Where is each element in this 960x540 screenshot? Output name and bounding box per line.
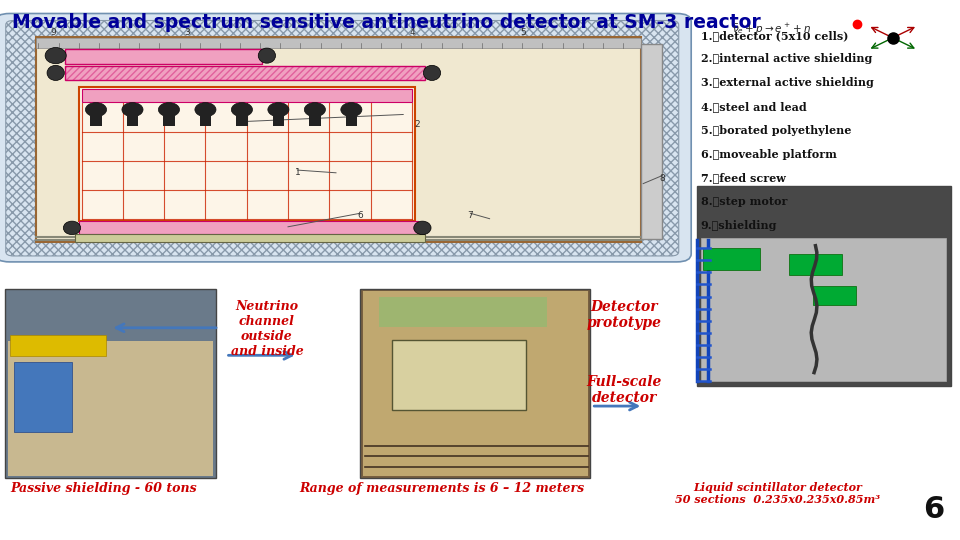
Text: 5: 5	[520, 28, 526, 37]
Ellipse shape	[414, 221, 431, 234]
Ellipse shape	[63, 221, 81, 234]
Text: Neutrino
channel
outside
and inside: Neutrino channel outside and inside	[230, 300, 303, 357]
FancyBboxPatch shape	[200, 110, 211, 126]
Text: Passive shielding - 60 tons: Passive shielding - 60 tons	[11, 482, 197, 495]
FancyBboxPatch shape	[346, 110, 357, 126]
FancyBboxPatch shape	[65, 66, 425, 80]
Ellipse shape	[258, 48, 276, 63]
Text: 2.	internal active shielding: 2. internal active shielding	[701, 53, 873, 64]
Text: 6: 6	[357, 212, 363, 220]
Ellipse shape	[423, 65, 441, 80]
FancyBboxPatch shape	[641, 44, 662, 239]
FancyBboxPatch shape	[8, 341, 213, 476]
FancyBboxPatch shape	[5, 289, 216, 478]
FancyBboxPatch shape	[236, 110, 248, 126]
Text: Detector
prototype: Detector prototype	[587, 300, 661, 330]
FancyBboxPatch shape	[789, 254, 842, 275]
Text: 5.	borated polyethylene: 5. borated polyethylene	[701, 125, 852, 136]
Ellipse shape	[158, 103, 180, 117]
FancyBboxPatch shape	[127, 110, 138, 126]
FancyBboxPatch shape	[697, 186, 951, 386]
Ellipse shape	[85, 103, 107, 117]
Text: 7: 7	[468, 212, 473, 220]
Text: 6.	moveable platform: 6. moveable platform	[701, 148, 837, 159]
FancyBboxPatch shape	[703, 248, 760, 270]
Text: 3: 3	[184, 28, 190, 37]
Text: 8.	step motor: 8. step motor	[701, 196, 787, 207]
FancyBboxPatch shape	[392, 340, 526, 410]
Text: Range of measurements is 6 – 12 meters: Range of measurements is 6 – 12 meters	[299, 482, 585, 495]
FancyBboxPatch shape	[163, 110, 175, 126]
Ellipse shape	[304, 103, 325, 117]
Text: 9.	shielding: 9. shielding	[701, 220, 778, 231]
Text: 7.	feed screw: 7. feed screw	[701, 172, 785, 183]
FancyBboxPatch shape	[90, 110, 102, 126]
Text: Full-scale
detector: Full-scale detector	[587, 375, 661, 406]
FancyBboxPatch shape	[309, 110, 321, 126]
FancyBboxPatch shape	[79, 221, 418, 234]
Text: $\bar{\nu}_e + p \rightarrow e^+ + n$: $\bar{\nu}_e + p \rightarrow e^+ + n$	[732, 22, 811, 37]
Ellipse shape	[231, 103, 252, 117]
FancyBboxPatch shape	[75, 234, 425, 242]
Text: 1.	detector (5x10 cells): 1. detector (5x10 cells)	[701, 30, 849, 40]
FancyBboxPatch shape	[79, 87, 415, 221]
FancyBboxPatch shape	[273, 110, 284, 126]
FancyBboxPatch shape	[0, 14, 691, 262]
Text: 6: 6	[924, 495, 945, 524]
Text: Liquid scintillator detector
50 sections  0.235x0.235x0.85m³: Liquid scintillator detector 50 sections…	[675, 482, 880, 505]
Ellipse shape	[47, 65, 64, 80]
FancyBboxPatch shape	[14, 362, 72, 432]
Ellipse shape	[45, 48, 66, 64]
FancyBboxPatch shape	[360, 289, 590, 478]
FancyBboxPatch shape	[363, 291, 588, 476]
FancyBboxPatch shape	[701, 238, 946, 381]
FancyBboxPatch shape	[36, 37, 641, 242]
FancyBboxPatch shape	[379, 297, 547, 327]
FancyBboxPatch shape	[82, 89, 412, 102]
Ellipse shape	[341, 103, 362, 117]
Text: 8: 8	[660, 174, 665, 183]
Text: 9: 9	[50, 28, 56, 37]
Text: 4: 4	[410, 28, 416, 37]
FancyBboxPatch shape	[36, 38, 641, 48]
Text: Movable and spectrum sensitive antineutrino detector at SM-3 reactor: Movable and spectrum sensitive antineutr…	[12, 14, 761, 32]
Text: 3.	external active shielding: 3. external active shielding	[701, 77, 874, 88]
FancyBboxPatch shape	[10, 335, 106, 356]
FancyBboxPatch shape	[65, 49, 262, 64]
Ellipse shape	[268, 103, 289, 117]
FancyBboxPatch shape	[813, 286, 856, 305]
Text: 4.	steel and lead: 4. steel and lead	[701, 101, 806, 112]
Text: 2: 2	[415, 120, 420, 129]
Text: 1: 1	[295, 168, 300, 177]
Ellipse shape	[195, 103, 216, 117]
Ellipse shape	[122, 103, 143, 117]
